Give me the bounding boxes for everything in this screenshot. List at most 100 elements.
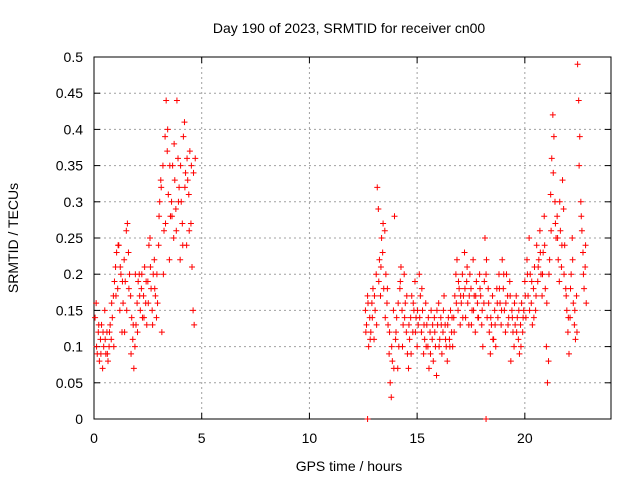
data-point <box>526 307 533 314</box>
data-point <box>386 329 393 336</box>
data-point <box>479 307 486 314</box>
data-point <box>384 285 391 292</box>
data-point <box>192 155 199 162</box>
data-point <box>189 263 196 270</box>
data-point <box>160 271 167 278</box>
data-point <box>425 365 432 372</box>
data-point <box>129 336 136 343</box>
data-point <box>534 278 541 285</box>
data-point <box>100 343 107 350</box>
data-point <box>123 307 130 314</box>
data-point <box>364 416 371 422</box>
data-point <box>569 235 576 241</box>
data-point <box>502 329 509 336</box>
data-point <box>373 271 380 278</box>
y-tick-label: 0.35 <box>56 158 83 174</box>
data-point <box>536 227 543 234</box>
data-point <box>113 249 120 256</box>
data-point <box>543 300 550 307</box>
data-point <box>379 249 386 256</box>
data-point <box>177 162 184 169</box>
data-point <box>564 329 571 336</box>
data-point <box>571 321 578 328</box>
data-point <box>138 271 145 278</box>
data-point <box>128 350 135 357</box>
data-point <box>548 227 555 234</box>
data-point <box>378 235 385 241</box>
data-point <box>500 271 507 278</box>
data-point <box>556 278 563 285</box>
data-point <box>403 329 410 336</box>
data-point <box>563 307 570 314</box>
data-point <box>415 321 422 328</box>
data-point <box>491 307 498 314</box>
data-point <box>392 336 399 343</box>
data-point <box>115 242 122 249</box>
data-point <box>423 343 430 350</box>
data-point <box>125 249 132 256</box>
data-point <box>418 285 425 292</box>
data-point <box>467 285 474 292</box>
data-point <box>369 285 376 292</box>
data-point <box>535 263 542 270</box>
data-point <box>524 271 531 278</box>
data-point <box>108 300 115 307</box>
data-point <box>151 285 158 292</box>
data-point <box>104 350 111 357</box>
data-point <box>574 61 581 68</box>
data-point <box>401 271 408 278</box>
data-point <box>126 271 133 278</box>
data-point <box>406 336 413 343</box>
data-point <box>583 300 590 307</box>
data-point <box>130 321 137 328</box>
data-point <box>372 307 379 314</box>
data-point <box>375 278 382 285</box>
y-tick-label: 0.05 <box>56 375 83 391</box>
data-point <box>393 329 400 336</box>
data-point <box>579 249 586 256</box>
data-point <box>494 314 501 321</box>
data-point <box>152 292 159 299</box>
data-point <box>123 227 130 234</box>
data-point <box>377 292 384 299</box>
data-point <box>464 263 471 270</box>
data-point <box>582 263 589 270</box>
data-point <box>479 343 486 350</box>
y-tick-label: 0.25 <box>56 230 83 246</box>
data-point <box>363 321 370 328</box>
data-point <box>502 300 509 307</box>
data-point <box>166 162 173 169</box>
data-point <box>529 321 536 328</box>
data-point <box>509 314 516 321</box>
data-point <box>162 220 169 227</box>
data-point <box>571 307 578 314</box>
data-point <box>101 307 108 314</box>
data-point <box>151 256 158 263</box>
data-point <box>121 256 128 263</box>
data-point <box>568 271 575 278</box>
data-point <box>545 358 552 365</box>
data-point <box>190 169 197 176</box>
y-tick-label: 0 <box>75 411 83 427</box>
data-point <box>385 321 392 328</box>
data-point <box>119 278 126 285</box>
data-point <box>380 220 387 227</box>
data-point <box>117 271 124 278</box>
data-point <box>373 321 380 328</box>
data-point <box>494 300 501 307</box>
data-point <box>184 155 191 162</box>
data-point <box>374 184 381 191</box>
data-point <box>175 198 182 205</box>
data-point <box>131 343 138 350</box>
data-point <box>506 278 513 285</box>
data-point <box>117 263 124 270</box>
data-points <box>92 61 590 422</box>
data-point <box>138 285 145 292</box>
data-point <box>451 329 458 336</box>
data-point <box>369 314 376 321</box>
data-point <box>507 358 514 365</box>
data-point <box>519 329 526 336</box>
data-point <box>427 350 434 357</box>
data-point <box>166 256 173 263</box>
